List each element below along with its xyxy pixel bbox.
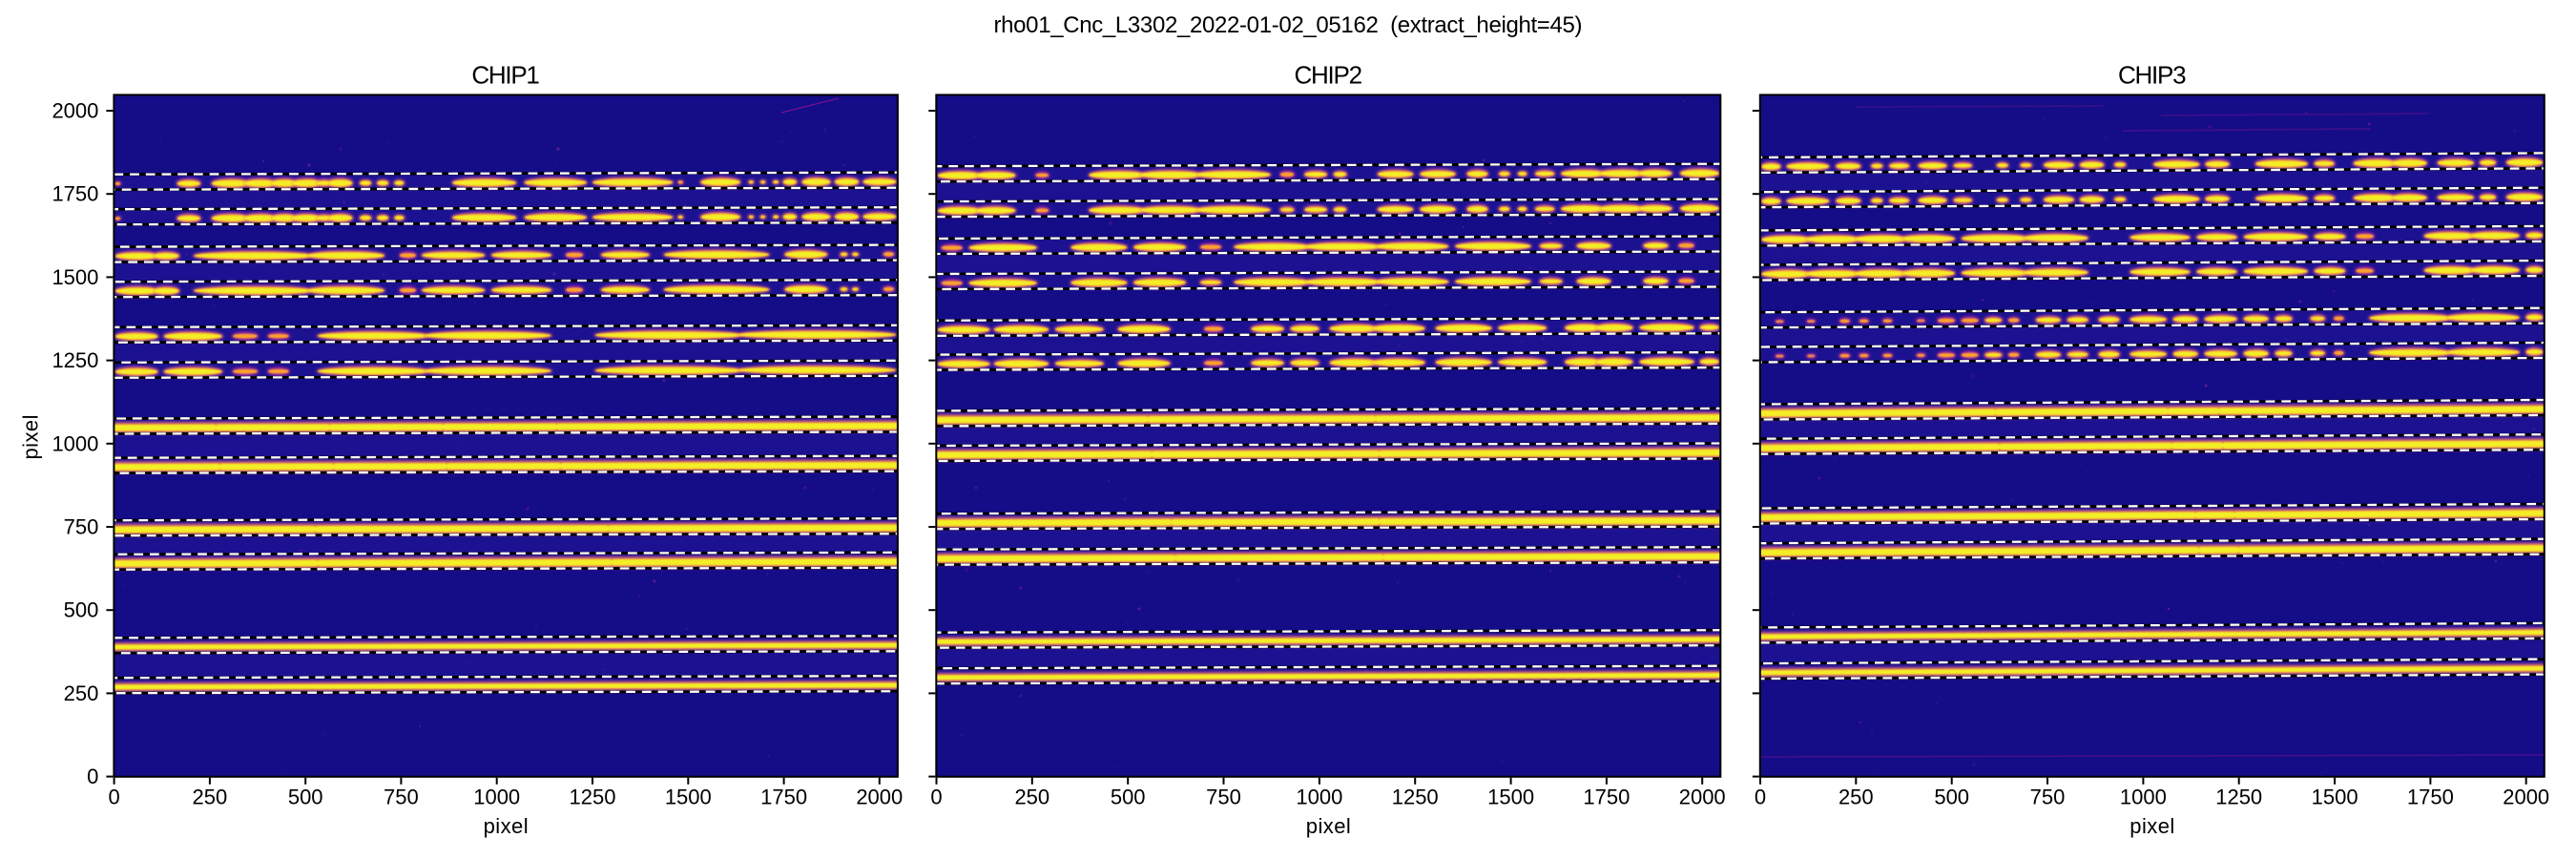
svg-text:2000: 2000: [1679, 786, 1726, 809]
svg-text:CHIP3: CHIP3: [2118, 61, 2187, 90]
svg-text:1500: 1500: [2312, 786, 2358, 809]
svg-text:CHIP2: CHIP2: [1295, 61, 1363, 90]
svg-text:0: 0: [87, 765, 98, 788]
svg-text:750: 750: [384, 786, 419, 809]
svg-text:0: 0: [930, 786, 942, 809]
svg-text:1000: 1000: [473, 786, 520, 809]
svg-text:500: 500: [1934, 786, 1969, 809]
svg-text:1250: 1250: [52, 348, 98, 372]
svg-text:1750: 1750: [760, 786, 807, 809]
svg-text:1250: 1250: [570, 786, 616, 809]
svg-text:pixel: pixel: [1306, 814, 1351, 838]
svg-text:250: 250: [193, 786, 228, 809]
svg-text:500: 500: [1111, 786, 1146, 809]
svg-text:1000: 1000: [52, 431, 98, 455]
svg-text:0: 0: [1755, 786, 1766, 809]
svg-text:250: 250: [1839, 786, 1874, 809]
svg-text:1250: 1250: [2215, 786, 2262, 809]
svg-text:750: 750: [1206, 786, 1241, 809]
svg-text:2000: 2000: [2503, 786, 2549, 809]
svg-text:2000: 2000: [856, 786, 903, 809]
svg-text:0: 0: [108, 786, 119, 809]
svg-text:1500: 1500: [665, 786, 712, 809]
svg-text:1750: 1750: [52, 182, 98, 206]
svg-text:500: 500: [288, 786, 323, 809]
svg-text:750: 750: [2030, 786, 2066, 809]
svg-text:250: 250: [1014, 786, 1049, 809]
svg-text:250: 250: [64, 681, 99, 705]
svg-text:1000: 1000: [1296, 786, 1342, 809]
svg-text:pixel: pixel: [19, 415, 43, 460]
svg-text:1250: 1250: [1392, 786, 1439, 809]
svg-text:750: 750: [64, 515, 99, 539]
svg-text:2000: 2000: [52, 99, 98, 123]
svg-text:pixel: pixel: [2129, 814, 2174, 838]
svg-text:1750: 1750: [2407, 786, 2454, 809]
svg-text:1000: 1000: [2120, 786, 2167, 809]
svg-text:1500: 1500: [1487, 786, 1534, 809]
svg-text:rho01_Cnc_L3302_2022-01-02_051: rho01_Cnc_L3302_2022-01-02_05162 (extrac…: [994, 12, 1583, 38]
svg-text:1750: 1750: [1583, 786, 1630, 809]
svg-text:pixel: pixel: [484, 814, 529, 838]
svg-text:CHIP1: CHIP1: [471, 61, 540, 90]
svg-text:1500: 1500: [52, 265, 98, 289]
svg-text:500: 500: [64, 598, 99, 622]
